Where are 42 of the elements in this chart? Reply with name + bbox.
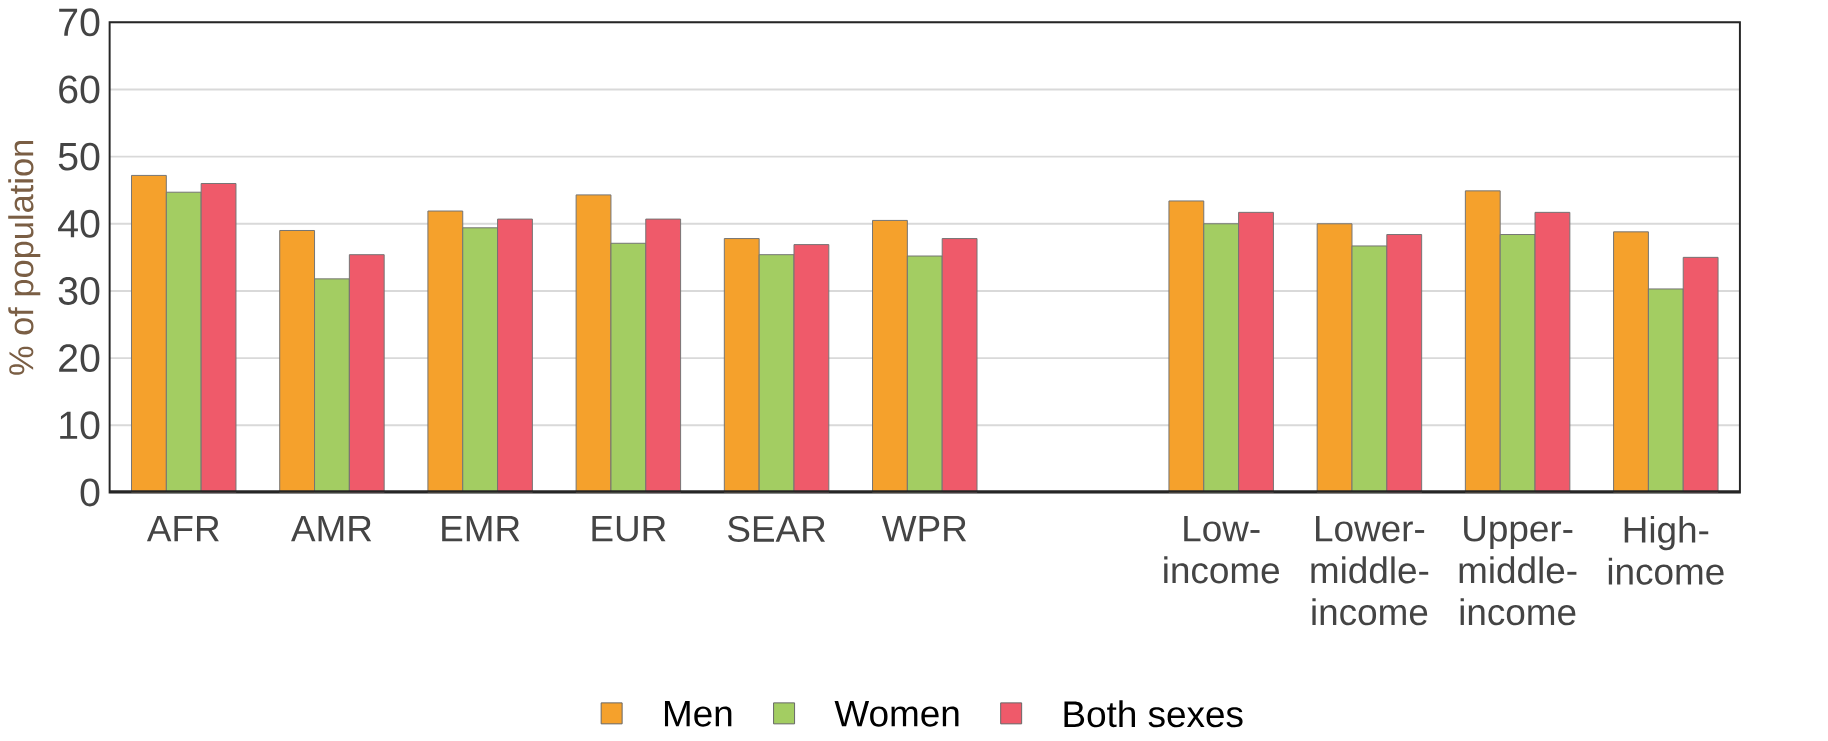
bar — [1316, 223, 1353, 493]
bar — [314, 278, 350, 493]
bar — [575, 194, 612, 493]
y-tick-label: 20 — [59, 344, 100, 373]
bar — [131, 175, 167, 493]
legend-label: Men — [664, 701, 732, 727]
x-tick-label: SEAR — [728, 516, 826, 543]
x-tick-label: Low-income — [1164, 516, 1279, 584]
bar — [1168, 200, 1205, 493]
bar — [1464, 190, 1501, 493]
y-tick-label: 40 — [58, 210, 100, 238]
y-tick-label: 10 — [60, 411, 100, 440]
bar — [462, 227, 499, 493]
x-tick-label: AMR — [291, 516, 372, 542]
legend-label: Women — [834, 701, 959, 727]
y-tick-label: 30 — [58, 277, 100, 306]
x-tick-label: High-income — [1608, 516, 1724, 586]
x-tick-label: AFR — [146, 516, 219, 542]
bar — [279, 230, 316, 493]
x-tick-label: Upper-middle-income — [1459, 516, 1577, 626]
bar — [1499, 234, 1536, 493]
bar — [1351, 245, 1388, 493]
x-tick-label: EMR — [442, 516, 520, 542]
bar — [872, 220, 908, 493]
bar — [758, 254, 795, 493]
bar — [610, 243, 647, 493]
x-tick-label: WPR — [881, 516, 967, 542]
bar — [723, 238, 760, 493]
bar — [427, 210, 464, 493]
y-tick-label: 70 — [59, 8, 100, 37]
legend-label: Both sexes — [1064, 700, 1243, 728]
y-tick-label: 50 — [58, 142, 100, 171]
y-tick-label: 0 — [80, 478, 100, 507]
y-axis-title: % of population — [8, 141, 41, 376]
bar — [906, 255, 943, 493]
x-tick-label: EUR — [592, 516, 666, 542]
bar — [1613, 231, 1649, 493]
x-tick-label: Lower-middle-income — [1311, 516, 1429, 626]
bar — [165, 191, 202, 493]
y-tick-label: 60 — [59, 75, 100, 104]
bar — [1647, 288, 1684, 493]
bar — [1203, 223, 1240, 493]
